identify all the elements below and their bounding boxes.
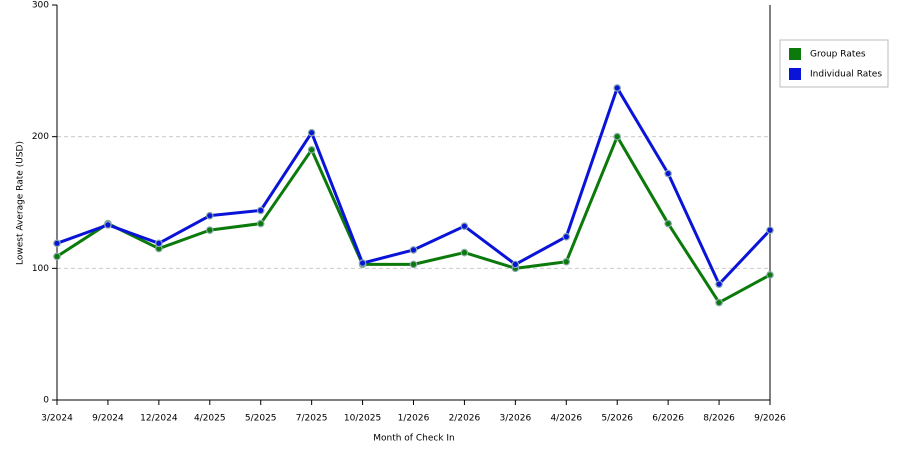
point [664,219,672,228]
point [409,260,418,269]
x-tick-label: 5/2026 [601,414,633,424]
point [766,271,774,279]
x-axis-label: Month of Check In [373,434,455,444]
y-tick-label: 300 [32,1,49,11]
y-tick-label: 0 [43,396,49,406]
point [562,257,571,266]
point [511,260,520,269]
y-axis-label: Lowest Average Rate (USD) [16,141,26,265]
x-tick-label: 12/2024 [140,414,178,424]
point [664,169,672,178]
point [307,146,316,154]
legend-label: Individual Rates [810,70,882,80]
x-tick-label: 3/2026 [500,414,532,424]
x-tick-label: 4/2025 [194,414,226,424]
point [460,222,469,231]
point [256,219,265,228]
x-tick-label: 4/2026 [550,414,582,424]
point [53,252,61,261]
point [460,248,469,257]
point [205,211,214,220]
point [409,246,418,254]
x-tick-label: 5/2025 [245,414,277,424]
point [715,280,723,288]
point [766,226,774,234]
series-line [56,135,771,305]
legend: Group Rates Individual Rates [779,39,889,88]
x-tick-label: 1/2026 [398,414,430,424]
legend-label: Group Rates [810,50,866,60]
point [205,226,214,234]
x-tick-label: 10/2025 [344,414,381,424]
x-tick-label: 9/2024 [92,414,124,424]
x-tick-label: 2/2026 [449,414,481,424]
point [53,239,61,248]
point [358,259,367,267]
x-tick-label: 7/2025 [296,414,328,424]
point [256,206,265,215]
legend-swatch [789,48,801,60]
point [155,239,163,248]
x-tick-label: 8/2026 [703,414,735,424]
point [613,132,622,141]
series-line [56,86,772,286]
point [562,232,571,241]
x-tick-label: 9/2026 [754,414,786,424]
y-tick-label: 200 [32,132,49,142]
x-tick-label: 6/2026 [652,414,684,424]
legend-swatch [789,68,801,80]
point [307,128,316,137]
point [104,221,112,229]
point [613,84,622,92]
x-tick-label: 3/2024 [41,414,73,424]
y-tick-label: 100 [32,264,49,274]
point [715,298,723,307]
